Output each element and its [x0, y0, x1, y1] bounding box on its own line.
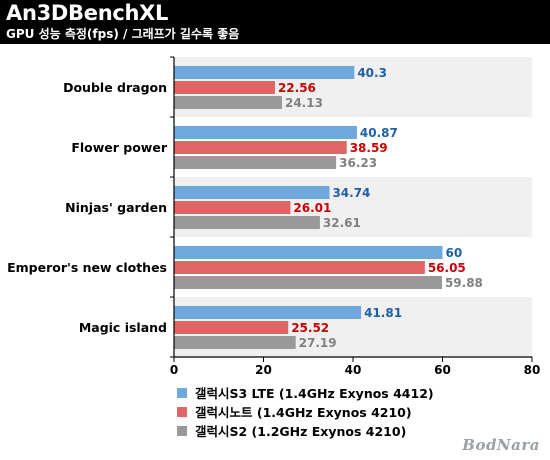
- x-tick-label: 20: [255, 363, 272, 377]
- bar-series-3: [174, 276, 442, 289]
- data-label: 22.56: [278, 81, 316, 95]
- bar-series-1: [174, 246, 443, 259]
- legend-item-s2: 갤럭시S2 (1.2GHz Exynos 4210): [177, 421, 434, 440]
- bar-series-2: [174, 201, 291, 214]
- data-label: 27.19: [299, 336, 337, 350]
- category-label: Emperor's new clothes: [7, 260, 167, 275]
- legend-label-s3-lte: 갤럭시S3 LTE (1.4GHz Exynos 4412): [195, 386, 434, 401]
- bar-series-1: [174, 186, 330, 199]
- data-label: 34.74: [332, 186, 370, 200]
- legend-swatch-s3-lte: [177, 387, 187, 398]
- data-label: 41.81: [364, 306, 402, 320]
- data-label: 26.01: [293, 201, 331, 215]
- chart-subtitle: GPU 성능 측정(fps) / 그래프가 길수록 좋음: [6, 27, 240, 41]
- watermark-logo: BodNara: [462, 436, 540, 454]
- legend-swatch-s2: [177, 425, 187, 436]
- data-label: 38.59: [350, 141, 388, 155]
- bar-series-1: [174, 126, 357, 139]
- category-label: Magic island: [79, 320, 167, 335]
- bar-series-2: [174, 321, 289, 334]
- category-label: Flower power: [71, 140, 168, 155]
- legend: 갤럭시S3 LTE (1.4GHz Exynos 4412) 갤럭시노트 (1.…: [177, 383, 434, 440]
- category-label: Double dragon: [63, 80, 167, 95]
- data-label: 56.05: [428, 261, 466, 275]
- legend-label-s2: 갤럭시S2 (1.2GHz Exynos 4210): [195, 424, 407, 439]
- x-tick-label: 80: [524, 363, 541, 377]
- bar-series-2: [174, 81, 275, 94]
- header-bar: An3DBenchXL GPU 성능 측정(fps) / 그래프가 길수록 좋음: [0, 0, 550, 44]
- x-tick-label: 60: [434, 363, 451, 377]
- bar-series-3: [174, 336, 296, 349]
- bar-series-2: [174, 141, 347, 154]
- x-tick-label: 40: [345, 363, 362, 377]
- data-label: 24.13: [285, 96, 323, 110]
- data-label: 36.23: [339, 156, 377, 170]
- data-label: 60: [446, 246, 463, 260]
- bar-series-3: [174, 216, 320, 229]
- bar-series-2: [174, 261, 425, 274]
- x-tick-label: 0: [170, 363, 178, 377]
- legend-item-note: 갤럭시노트 (1.4GHz Exynos 4210): [177, 402, 434, 421]
- data-label: 40.87: [360, 126, 398, 140]
- data-label: 59.88: [445, 276, 483, 290]
- data-label: 40.3: [357, 66, 387, 80]
- data-label: 25.52: [291, 321, 329, 335]
- legend-item-s3-lte: 갤럭시S3 LTE (1.4GHz Exynos 4412): [177, 383, 434, 402]
- bar-series-1: [174, 66, 355, 79]
- legend-label-note: 갤럭시노트 (1.4GHz Exynos 4210): [195, 405, 412, 420]
- chart-title: An3DBenchXL: [6, 1, 169, 25]
- legend-swatch-note: [177, 406, 187, 417]
- category-label: Ninjas' garden: [65, 200, 167, 215]
- bar-series-3: [174, 96, 282, 109]
- bar-series-1: [174, 306, 362, 319]
- bar-series-3: [174, 156, 337, 169]
- data-label: 32.61: [323, 216, 361, 230]
